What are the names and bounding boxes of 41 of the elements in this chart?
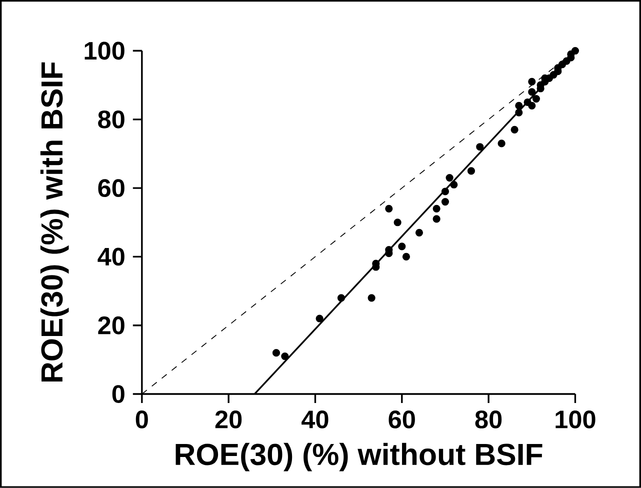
y-tick-label: 60	[98, 179, 124, 198]
y-axis-title: ROE(30) (%) with BSIF	[40, 62, 69, 382]
point	[432, 215, 440, 223]
y-tick-label: 40	[98, 248, 124, 266]
point	[515, 102, 523, 110]
point	[316, 314, 324, 322]
point	[368, 294, 376, 302]
y-tick-label: 0	[112, 385, 124, 404]
point	[528, 88, 536, 96]
point	[385, 204, 393, 212]
x-axis-title: ROE(30) (%) without BSIF	[176, 442, 542, 472]
x-tick-label: 20	[215, 410, 242, 428]
point	[432, 204, 440, 212]
point	[446, 174, 454, 182]
point	[571, 47, 580, 55]
point	[441, 198, 450, 206]
point	[510, 126, 518, 134]
point	[528, 102, 536, 110]
point	[415, 228, 424, 237]
point	[337, 294, 346, 302]
point	[476, 143, 484, 151]
point	[272, 349, 280, 357]
point	[441, 188, 450, 196]
y-tick-label: 80	[98, 110, 124, 128]
x-tick-label: 100	[556, 410, 596, 428]
point	[394, 218, 402, 226]
y-tick-label: 100	[84, 42, 124, 60]
x-tick-label: 0	[136, 410, 148, 428]
point	[450, 180, 458, 188]
point	[532, 95, 540, 103]
point	[398, 242, 406, 250]
point	[528, 78, 536, 86]
point	[281, 352, 289, 360]
point	[402, 252, 410, 261]
x-tick-label: 60	[388, 410, 415, 428]
x-tick-label: 80	[475, 410, 502, 428]
point	[515, 108, 523, 116]
point	[467, 167, 476, 175]
x-tick-label: 40	[302, 410, 328, 428]
point	[498, 140, 506, 148]
y-tick-label: 20	[98, 316, 124, 334]
